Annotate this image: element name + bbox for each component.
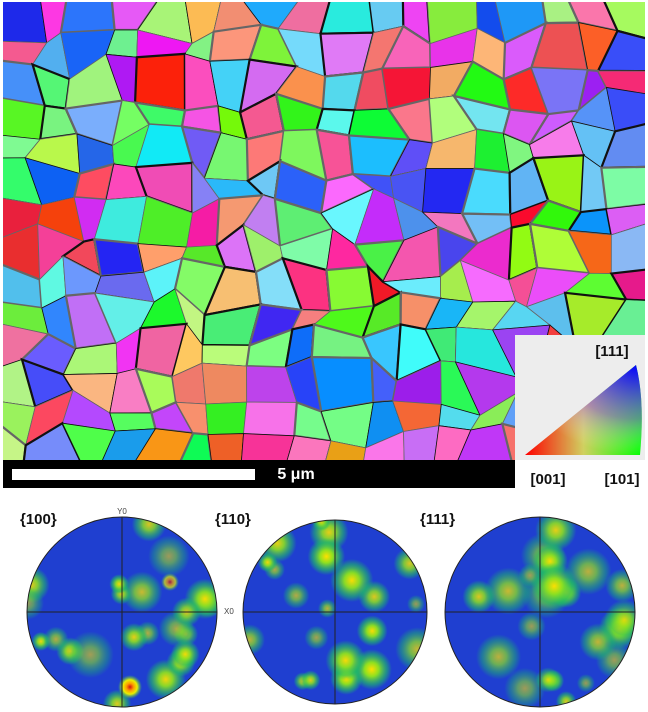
density-blob [407, 595, 425, 613]
density-blob [395, 627, 439, 671]
density-blob [318, 599, 337, 618]
figure: [111] [001] [101] 5 μm {100} {110} {111}… [0, 0, 648, 712]
density-blob [258, 553, 278, 573]
key-label: [101] [604, 471, 639, 488]
grain [202, 345, 249, 366]
density-blob [308, 538, 345, 575]
grain [202, 363, 247, 404]
grain [0, 0, 47, 43]
axis-label: Y0 [117, 507, 127, 516]
scale-label: 5 μm [277, 466, 314, 483]
density-blob [283, 582, 309, 608]
density-peak [161, 573, 179, 591]
grain [110, 413, 156, 431]
axis-label: X0 [224, 607, 234, 616]
grain [320, 0, 373, 34]
density-blob [485, 568, 532, 615]
grain [135, 54, 185, 111]
grain [94, 239, 144, 276]
density-blob [120, 623, 148, 651]
density-blob [234, 624, 265, 655]
grain [327, 267, 374, 312]
density-blob [304, 626, 328, 650]
grain [244, 402, 297, 436]
density-blob [171, 640, 200, 669]
density-blob [43, 627, 68, 652]
density-blob [132, 507, 166, 541]
pole-figure [11, 507, 225, 712]
density-blob [109, 574, 129, 594]
density-blob [357, 615, 388, 646]
density-blob [535, 510, 576, 551]
pole-figure [234, 512, 439, 704]
grain [312, 357, 374, 411]
density-blob [301, 670, 321, 690]
scale-bar [12, 469, 255, 480]
pole-figure-label: {110} [215, 511, 251, 528]
density-blob [326, 640, 366, 680]
density-blob [67, 631, 114, 678]
density-blob [148, 535, 189, 576]
key-label: [111] [595, 343, 628, 360]
grain [601, 167, 648, 209]
density-blob [531, 563, 578, 610]
grain [0, 98, 45, 139]
density-blob [394, 548, 426, 580]
pole-figure [445, 510, 645, 712]
grain [61, 0, 115, 33]
pole-figures [11, 507, 644, 712]
pole-figure-label: {100} [20, 511, 57, 528]
grain [206, 402, 247, 434]
key-label: [001] [530, 471, 565, 488]
density-blob [579, 623, 616, 660]
density-blob [577, 674, 595, 692]
pole-figure-label: {111} [420, 511, 455, 528]
